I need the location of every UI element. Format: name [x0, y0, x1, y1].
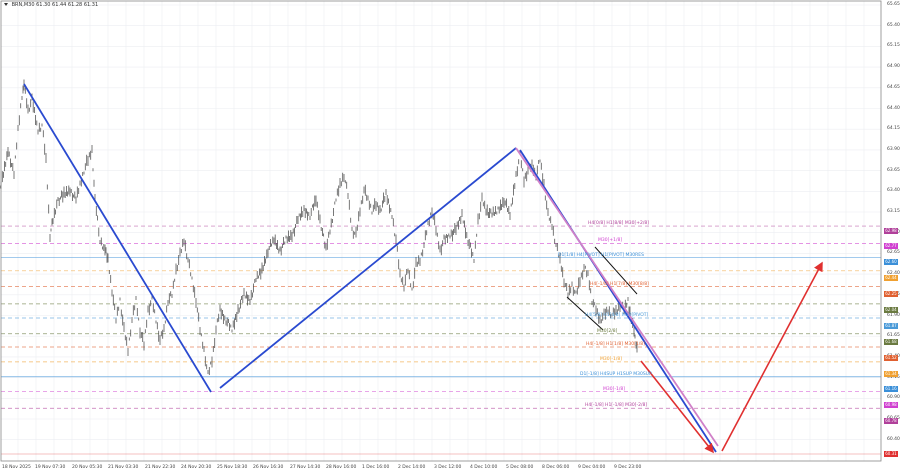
- price-tag: 61.16: [884, 386, 898, 392]
- level-label: H4[-1/8] H1[1/8] M30[1/8]: [586, 341, 645, 347]
- time-tick: 4 Dec 10:00: [470, 465, 498, 470]
- time-tick: 21 Nov 22:30: [145, 465, 176, 470]
- red-up-arrow[interactable]: [721, 261, 823, 452]
- level-label: D1[-1/8] H4SUP H1SUP M30SUP: [580, 371, 652, 377]
- time-tick: 8 Dec 06:00: [542, 465, 570, 470]
- level-lines: [1, 225, 881, 455]
- level-label: M30[-1/8]: [600, 356, 622, 362]
- level-label: M30[2/8]: [597, 328, 618, 334]
- time-tick: 1 Dec 16:00: [362, 465, 390, 470]
- price-tick: 65.40: [887, 22, 900, 28]
- black-channel-bottom-trendline[interactable]: [566, 296, 604, 331]
- time-tick: 26 Nov 16:30: [253, 465, 284, 470]
- trendlines: [23, 83, 719, 453]
- forecast-arrows: [640, 261, 823, 454]
- level-label: M30[+1/8]: [598, 238, 623, 244]
- level-label: D1[1/8] H4[PIVOT] H1[PIVOT] M30RES: [558, 252, 644, 258]
- price-tick: 63.40: [887, 188, 900, 194]
- time-tick: 9 Dec 04:00: [578, 465, 606, 470]
- price-tick: 62.40: [887, 271, 900, 277]
- time-tick: 3 Dec 12:00: [434, 465, 462, 470]
- price-tag: 62.98: [884, 228, 898, 234]
- time-tick: 18 Nov 2025: [2, 465, 31, 470]
- price-tag: 61.68: [884, 339, 898, 345]
- time-tick: 21 Nov 03:30: [108, 465, 139, 470]
- price-series: [0, 79, 638, 375]
- price-tag: 60.98: [884, 402, 898, 408]
- plot-frame: [0, 0, 882, 462]
- level-label: H4[0/8] H1[8/8] M30[+2/8]: [588, 221, 649, 227]
- level-label: H4[5/8] H1[4/8] M30[PIVOT]: [585, 312, 649, 318]
- price-tag: 61.87: [884, 323, 898, 329]
- collapse-triangle-icon[interactable]: [4, 3, 8, 6]
- price-tick: 64.40: [887, 105, 900, 111]
- time-tick: 5 Dec 08:00: [506, 465, 534, 470]
- time-tick: 20 Nov 05:30: [72, 465, 103, 470]
- time-tick: 9 Dec 23:00: [614, 465, 642, 470]
- price-tag: 61.52: [884, 355, 898, 361]
- price-tick: 64.90: [887, 64, 900, 70]
- price-tick: 60.90: [887, 395, 900, 401]
- blue-down-1-trendline[interactable]: [23, 83, 212, 393]
- price-tick: 61.90: [887, 312, 900, 318]
- price-tag: 60.78: [884, 418, 898, 424]
- price-tag: 62.25: [884, 291, 898, 297]
- price-tick: 63.65: [887, 167, 900, 173]
- price-tick: 61.15: [887, 374, 900, 380]
- price-tag: 62.44: [884, 275, 898, 281]
- price-tag: 61.34: [884, 371, 898, 377]
- black-channel-top-trendline[interactable]: [594, 246, 638, 295]
- chart-title: BRN,M30 61.30 61.44 61.28 61.31: [4, 2, 98, 8]
- time-tick: 2 Dec 14:00: [398, 465, 426, 470]
- level-label: H4[-1/8] H1[7/8] M30[8/8]: [590, 281, 649, 287]
- time-tick: 24 Nov 20:30: [181, 465, 212, 470]
- time-tick: 19 Nov 07:30: [35, 465, 66, 470]
- price-tick: 64.15: [887, 126, 900, 132]
- time-tick: 28 Nov 16:00: [326, 465, 357, 470]
- price-tag: 62.77: [884, 243, 898, 249]
- time-tick: 27 Nov 14:30: [290, 465, 321, 470]
- price-tick: 64.65: [887, 84, 900, 90]
- blue-up-trendline[interactable]: [219, 147, 517, 389]
- price-tick: 63.90: [887, 146, 900, 152]
- price-tick: 62.65: [887, 250, 900, 256]
- ohlc-values: 61.30 61.44 61.28 61.31: [36, 2, 99, 8]
- price-tick: 65.15: [887, 43, 900, 49]
- red-down-arrow[interactable]: [640, 360, 714, 454]
- blue-down-2-trendline[interactable]: [519, 149, 717, 453]
- pink-down-trendline[interactable]: [515, 147, 719, 447]
- symbol-label: BRN,M30: [11, 2, 35, 8]
- price-tag: 62.04: [884, 307, 898, 313]
- price-tick: 60.40: [887, 436, 900, 442]
- level-label: M30[-1/8]: [603, 386, 625, 392]
- price-tick: 61.65: [887, 333, 900, 339]
- time-tick: 25 Nov 18:30: [217, 465, 248, 470]
- price-tag: 60.31: [884, 451, 898, 457]
- grid: [1, 1, 881, 461]
- price-tick: 63.15: [887, 209, 900, 214]
- price-tick: 65.65: [887, 2, 900, 7]
- price-tag: 62.60: [884, 259, 898, 265]
- level-label: H4[-1/8] H1[-1/8] M30[-2/8]: [585, 403, 648, 409]
